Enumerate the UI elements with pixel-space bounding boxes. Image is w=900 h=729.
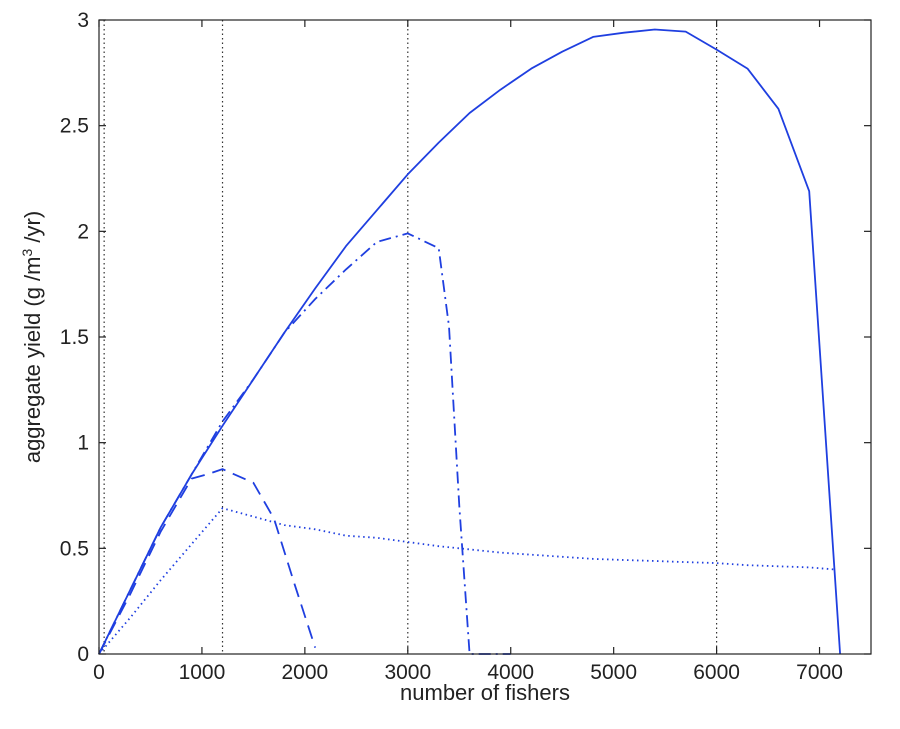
x-axis-label: number of fishers — [400, 680, 570, 705]
y-tick-label: 2.5 — [60, 115, 89, 138]
series-lines — [98, 28, 841, 655]
y-axis-label: aggregate yield (g /m3 /yr) — [19, 211, 45, 463]
x-tick-label: 6000 — [693, 661, 740, 684]
y-tick-label: 2 — [77, 220, 89, 243]
series-line-dashdot — [98, 232, 511, 655]
y-tick-label: 1 — [77, 432, 89, 455]
y-tick-label: 3 — [77, 9, 89, 32]
x-tick-label: 4000 — [487, 661, 534, 684]
axis-ticks — [98, 19, 871, 655]
series-line-dashed — [98, 468, 317, 655]
y-axis-label-superscript: 3 — [19, 249, 35, 257]
series-line-dotted — [98, 507, 836, 655]
x-tick-label: 3000 — [384, 661, 431, 684]
x-tick-label: 1000 — [179, 661, 226, 684]
x-tick-label: 0 — [93, 661, 105, 684]
y-axis-label-main: aggregate yield (g /m — [20, 257, 45, 464]
y-axis-label-units: /yr) — [20, 211, 45, 249]
y-tick-label: 0.5 — [60, 537, 89, 560]
series-line-solid — [98, 28, 841, 655]
tick-labels: 0 1000 2000 3000 4000 5000 6000 7000 0 0.5 1 1.5 2 2.… — [60, 9, 843, 684]
plot-frame — [98, 19, 872, 655]
reference-lines — [103, 20, 718, 654]
x-tick-label: 5000 — [590, 661, 637, 684]
y-tick-label: 1.5 — [60, 326, 89, 349]
x-tick-label: 7000 — [796, 661, 843, 684]
x-tick-label: 2000 — [282, 661, 329, 684]
y-tick-label: 0 — [77, 643, 89, 666]
